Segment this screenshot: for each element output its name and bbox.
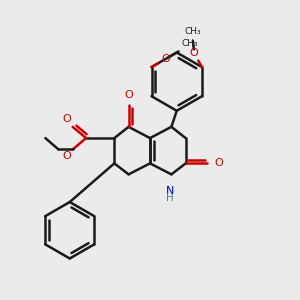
Text: H: H [166,193,174,203]
Text: CH₃: CH₃ [184,27,201,36]
Text: O: O [161,54,170,64]
Text: N: N [166,186,174,196]
Text: O: O [62,151,71,161]
Text: O: O [189,48,198,58]
Text: CH₃: CH₃ [182,40,198,49]
Text: O: O [62,114,71,124]
Text: O: O [214,158,223,168]
Text: O: O [124,90,133,100]
